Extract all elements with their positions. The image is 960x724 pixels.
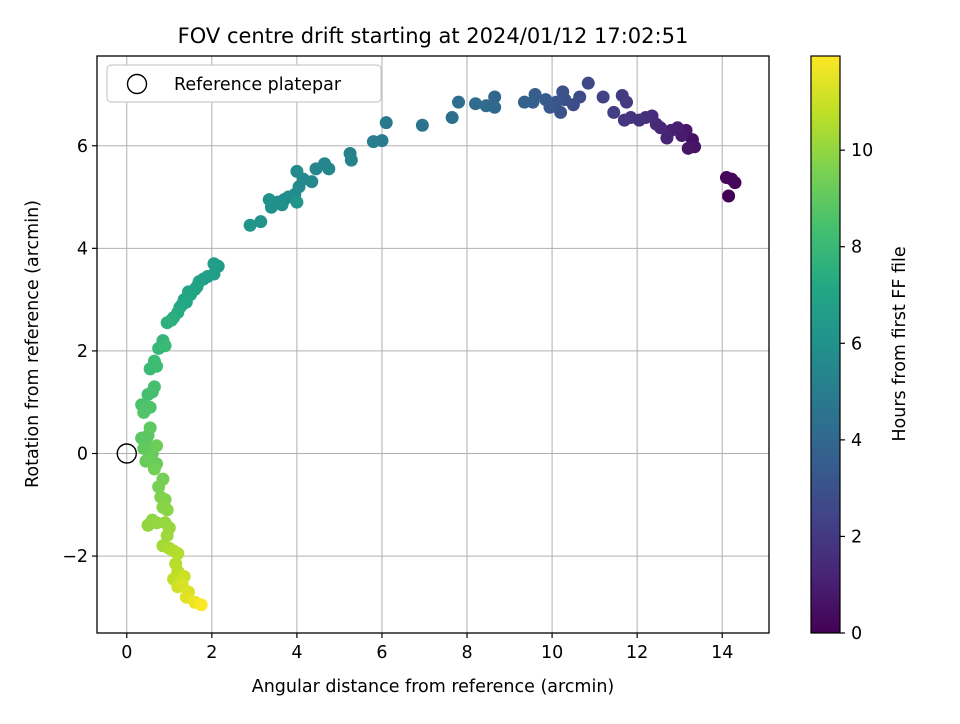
scatter-point <box>479 99 493 113</box>
legend: Reference platepar <box>106 64 382 103</box>
scatter-point <box>290 195 304 209</box>
scatter-point <box>539 93 553 107</box>
scatter-point <box>488 90 502 104</box>
colorbar-tick-label: 0 <box>851 624 862 644</box>
scatter-point <box>158 339 172 353</box>
scatter-point <box>554 105 568 119</box>
reference-platepar-marker <box>116 443 137 464</box>
scatter-point <box>379 116 393 130</box>
scatter-point <box>660 131 674 145</box>
colorbar-ticks: 0 2 4 6 8 10 <box>840 141 873 644</box>
scatter-point <box>207 257 221 271</box>
colorbar-tick-label: 10 <box>851 141 873 161</box>
scatter-point <box>556 85 570 99</box>
scatter-point <box>150 439 164 453</box>
x-tick-label: 8 <box>461 643 472 663</box>
colorbar-gradient <box>810 55 841 634</box>
scatter-point <box>445 111 459 125</box>
scatter-point <box>469 97 483 111</box>
x-tick-label: 10 <box>541 643 563 663</box>
colorbar-tick-label: 6 <box>851 334 862 354</box>
scatter-point <box>452 95 466 109</box>
x-tick-label: 12 <box>626 643 648 663</box>
chart-title: FOV centre drift starting at 2024/01/12 … <box>178 24 689 48</box>
scatter-point <box>415 118 429 132</box>
colorbar-tick-label: 8 <box>851 238 862 258</box>
scatter-point <box>366 135 380 149</box>
colorbar-label: Hours from first FF file <box>890 246 910 441</box>
scatter-point <box>344 153 358 167</box>
scatter-point <box>596 90 610 104</box>
data-points <box>135 76 742 612</box>
scatter-point <box>722 189 736 203</box>
x-tick-label: 0 <box>121 643 132 663</box>
scatter-point <box>160 503 174 517</box>
scatter-point <box>194 598 208 612</box>
scatter-point <box>137 405 151 419</box>
y-axis-label: Rotation from reference (arcmin) <box>23 200 43 488</box>
scatter-point <box>262 193 276 207</box>
y-tick-label: 4 <box>77 239 88 259</box>
scatter-point <box>152 480 166 494</box>
x-tick-label: 14 <box>711 643 733 663</box>
colorbar-tick-label: 4 <box>851 431 862 451</box>
y-axis-ticks: −2 0 2 4 6 <box>62 137 97 567</box>
scatter-point <box>147 462 161 476</box>
scatter-point <box>290 164 304 178</box>
scatter-point <box>254 215 268 229</box>
scatter-point <box>681 141 695 155</box>
scatter-point <box>617 113 631 127</box>
colorbar-tick-label: 2 <box>851 527 862 547</box>
x-axis-label: Angular distance from reference (arcmin) <box>252 677 615 697</box>
y-tick-label: −2 <box>62 547 88 567</box>
x-axis-ticks: 0 2 4 6 8 10 12 14 <box>121 633 733 663</box>
scatter-point <box>581 76 595 90</box>
scatter-point <box>147 380 161 394</box>
plot-frame <box>96 55 770 634</box>
scatter-point <box>309 162 323 176</box>
x-tick-label: 2 <box>206 643 217 663</box>
scatter-point <box>615 88 629 102</box>
scatter-point <box>171 547 185 561</box>
legend-box <box>106 64 382 103</box>
colorbar: 0 2 4 6 8 10 Hours from first FF file <box>810 55 910 644</box>
scatter-point <box>243 218 257 232</box>
y-tick-label: 6 <box>77 137 88 157</box>
scatter-point <box>725 172 739 186</box>
scatter-point <box>517 95 531 109</box>
legend-label: Reference platepar <box>174 75 342 95</box>
reference-marker-layer <box>116 443 137 464</box>
y-tick-label: 2 <box>77 342 88 362</box>
grid-lines <box>97 56 769 633</box>
x-tick-label: 4 <box>291 643 302 663</box>
scatter-point <box>150 359 164 373</box>
scatter-point <box>160 316 174 330</box>
y-tick-label: 0 <box>77 444 88 464</box>
scatter-point <box>160 529 174 543</box>
scatter-point <box>607 105 621 119</box>
legend-marker-open-circle-icon <box>126 73 148 95</box>
x-tick-label: 6 <box>376 643 387 663</box>
scatter-point <box>143 421 157 435</box>
